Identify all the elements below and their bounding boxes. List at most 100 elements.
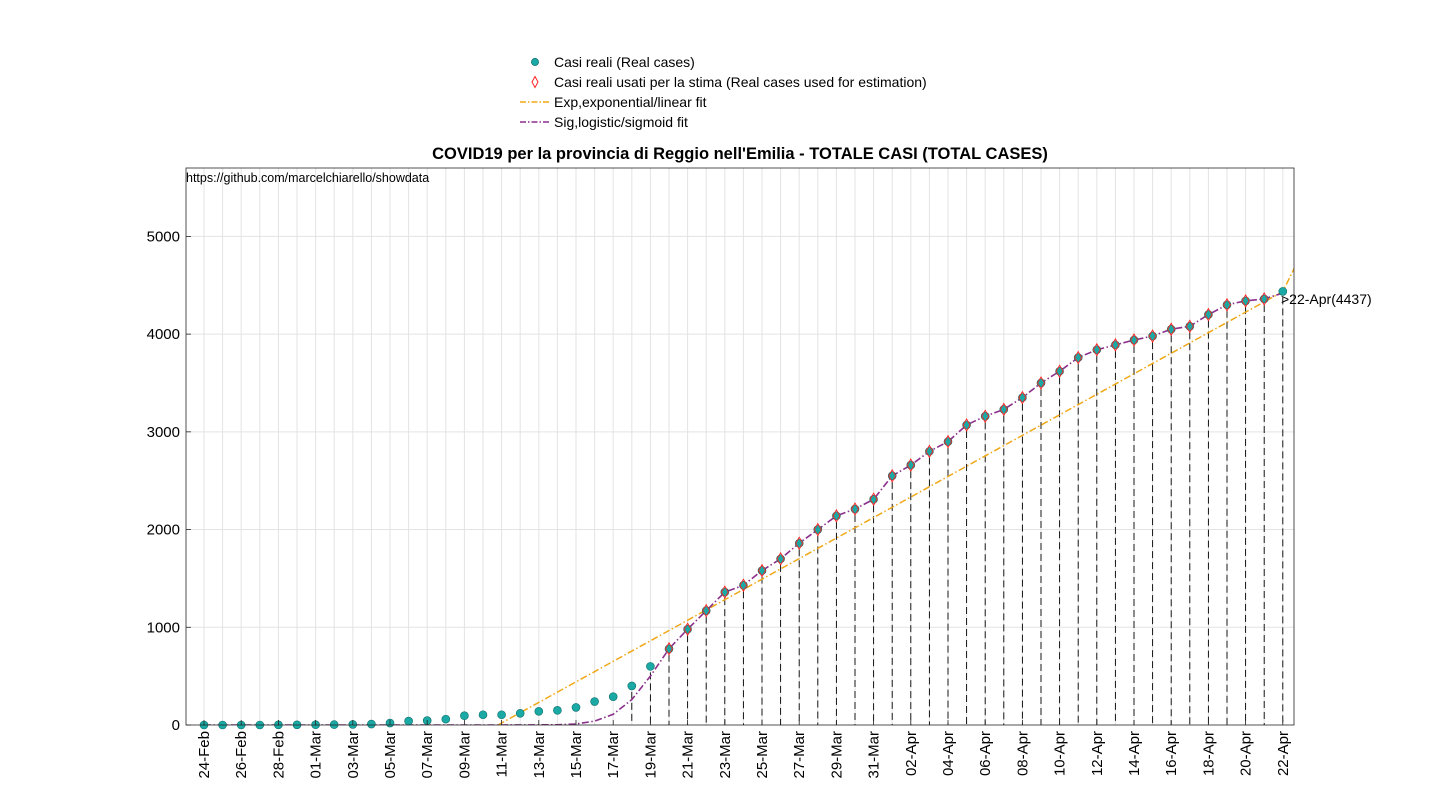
real-case-point [1111, 340, 1120, 350]
x-tick-label: 19-Mar [642, 731, 659, 779]
real-case-point [1036, 378, 1046, 388]
estimation-point [925, 444, 934, 459]
y-tick-label: 2000 [147, 522, 180, 539]
real-case-point [1204, 310, 1213, 319]
estimation-point [757, 563, 767, 578]
source-note: https://github.com/marcelchiarello/showd… [186, 171, 429, 185]
real-case-point [441, 714, 451, 724]
real-case-point [404, 716, 413, 726]
real-case-point [571, 703, 581, 712]
real-case-point [1073, 353, 1083, 362]
real-case-point [1055, 366, 1064, 376]
real-case-point [1222, 300, 1232, 310]
x-tick-label: 24-Feb [196, 731, 213, 779]
x-tick-label: 06-Apr [977, 731, 994, 776]
real-case-point [1185, 322, 1195, 331]
estimation-point [1074, 350, 1083, 365]
estimation-point [981, 409, 990, 424]
real-case-point [590, 697, 599, 706]
real-case-point [776, 554, 785, 564]
x-tick-label: 04-Apr [940, 731, 957, 776]
estimation-point [1092, 342, 1101, 357]
x-tick-label: 27-Mar [791, 731, 808, 779]
real-case-point [832, 511, 841, 521]
real-case-point [962, 420, 971, 430]
x-tick-label: 29-Mar [828, 731, 845, 779]
x-tick-label: 20-Apr [1238, 731, 1255, 776]
y-tick-label: 1000 [147, 619, 180, 636]
legend-label-sig-fit: Sig,logistic/sigmoid fit [554, 114, 688, 130]
real-case-point [850, 504, 860, 514]
real-case-point [1092, 345, 1102, 355]
estimation-point [795, 536, 804, 551]
real-case-point [757, 566, 767, 575]
legend-label-real-cases: Casi reali (Real cases) [554, 54, 695, 70]
real-case-point [720, 587, 730, 597]
real-case-point [813, 525, 823, 534]
estimation-point [1055, 364, 1064, 379]
real-case-point [497, 710, 506, 720]
real-case-point [1018, 393, 1027, 402]
y-tick-label: 4000 [147, 326, 180, 343]
y-axis: 0 1000 2000 3000 4000 5000 [147, 228, 191, 734]
estimation-point [1036, 376, 1046, 390]
x-tick-label: 05-Mar [382, 731, 399, 779]
legend-marker-real-cases [531, 58, 539, 66]
real-case-point [460, 711, 469, 721]
estimation-point [1129, 333, 1139, 347]
estimation-point [720, 585, 729, 599]
x-tick-label: 13-Mar [531, 731, 548, 779]
real-case-point [1166, 324, 1176, 334]
estimation-point [683, 622, 692, 637]
x-tick-label: 03-Mar [345, 731, 362, 779]
estimation-point [1204, 307, 1213, 322]
legend-label-exp-fit: Exp,exponential/linear fit [554, 94, 707, 110]
x-tick-label: 15-Mar [568, 731, 585, 779]
real-case-point [515, 708, 525, 718]
x-tick-label: 21-Mar [680, 731, 697, 779]
real-case-point [646, 662, 655, 671]
estimation-point [813, 522, 822, 537]
x-tick-label: 07-Mar [419, 731, 436, 779]
estimation-point [1018, 390, 1027, 405]
real-case-point [608, 692, 618, 701]
estimation-point [888, 468, 897, 483]
x-tick-label: 08-Apr [1014, 731, 1031, 776]
real-case-point [534, 707, 544, 716]
x-tick-label: 11-Mar [494, 731, 511, 777]
x-tick-label: 10-Apr [1052, 731, 1069, 776]
real-case-point [794, 538, 804, 548]
estimation-point [943, 434, 953, 449]
plot-frame [185, 167, 1295, 726]
y-tick-label: 3000 [147, 424, 180, 441]
real-case-point [887, 471, 897, 481]
estimation-point [1148, 329, 1157, 343]
x-tick-label: 14-Apr [1126, 731, 1143, 776]
real-case-point [683, 624, 692, 634]
x-tick-label: 09-Mar [456, 731, 473, 779]
last-point-annotation: >22-Apr(4437) [1281, 291, 1372, 307]
real-case-point [1129, 335, 1139, 345]
real-case-point [869, 494, 878, 504]
estimation-point [906, 458, 915, 472]
x-tick-label: 02-Apr [903, 731, 920, 776]
real-case-point [739, 580, 748, 590]
estimation-point [702, 603, 711, 618]
drop-lines [631, 297, 1284, 725]
real-case-point [980, 411, 990, 421]
x-tick-label: 23-Mar [717, 731, 734, 779]
estimation-point [1222, 297, 1232, 312]
real-case-point [664, 644, 674, 654]
real-case-point [1148, 331, 1157, 341]
real-case-point [999, 405, 1009, 414]
estimation-point [739, 578, 748, 593]
plot-area [186, 168, 1294, 725]
real-case-point [553, 706, 562, 715]
x-tick-label: 18-Apr [1200, 731, 1217, 776]
estimation-point [1260, 292, 1269, 306]
legend-label-used-cases: Casi reali usati per la stima (Real case… [554, 74, 927, 90]
real-case-point [1241, 296, 1250, 306]
x-tick-label: 12-Apr [1089, 731, 1106, 776]
real-case-point [367, 719, 376, 729]
